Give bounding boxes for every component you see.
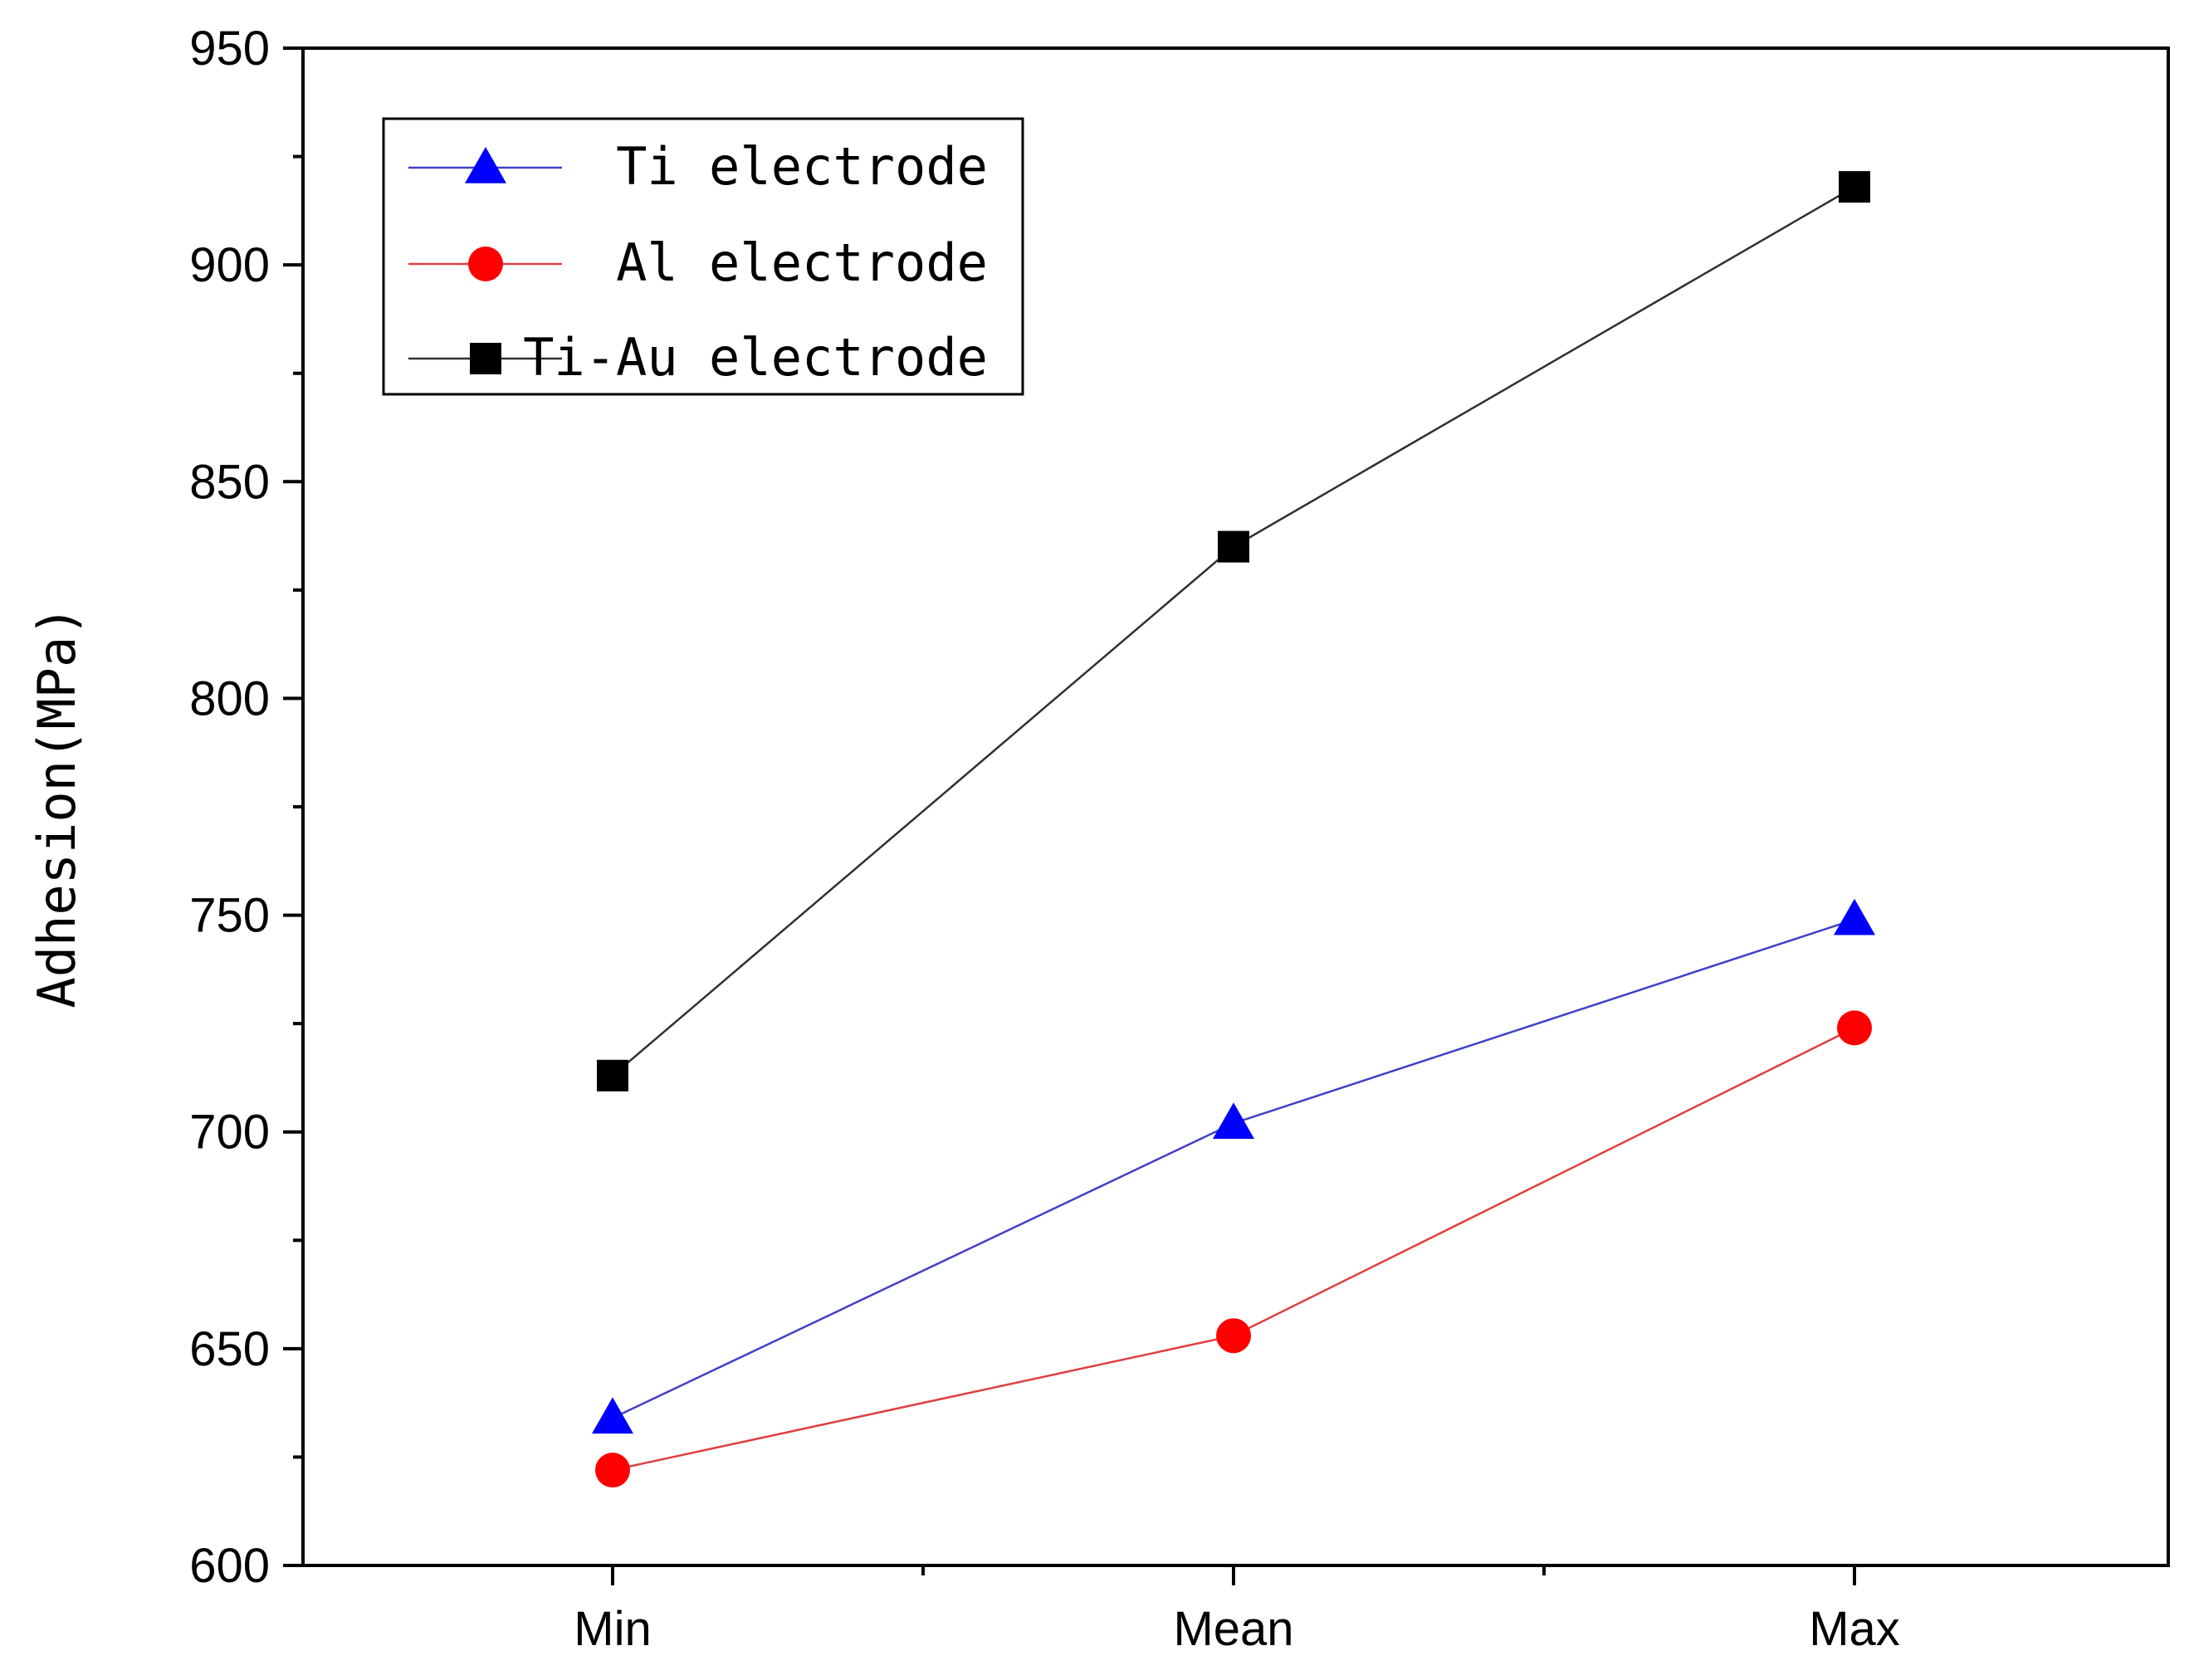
y-axis-title: Adhesion(MPa)	[27, 605, 87, 1008]
x-tick-label: Mean	[1173, 1602, 1293, 1656]
data-point	[595, 1453, 630, 1488]
legend-items: Ti electrode Al electrode Ti-Au electrode	[408, 136, 988, 388]
y-tick-label: 950	[189, 22, 270, 76]
legend-label: Ti-Au electrode	[523, 327, 988, 388]
data-point	[1839, 171, 1870, 203]
data-point	[1216, 1318, 1251, 1354]
y-tick-label: 650	[189, 1322, 270, 1376]
legend-marker	[470, 343, 501, 374]
y-tick-label: 900	[189, 238, 270, 292]
data-point	[1834, 898, 1875, 935]
series-layer	[592, 171, 1875, 1488]
y-tick-label: 700	[189, 1106, 270, 1160]
data-point	[1218, 530, 1249, 563]
y-tick-label: 800	[189, 672, 270, 725]
legend-label: Ti electrode	[616, 136, 988, 197]
y-axis: 600 650 700 750 800 850 900 950	[189, 22, 303, 1593]
y-tick-label: 750	[189, 889, 270, 943]
x-tick-label: Min	[574, 1602, 651, 1656]
y-tick-label: 850	[189, 455, 270, 509]
x-axis: Min Mean Max	[574, 1565, 1900, 1656]
legend: Ti electrode Al electrode Ti-Au electrode	[382, 117, 1024, 396]
data-point	[1213, 1102, 1254, 1140]
legend-marker	[468, 247, 503, 281]
data-point	[1837, 1010, 1872, 1046]
legend-label: Al electrode	[616, 232, 988, 293]
series-line-1	[612, 1027, 1855, 1472]
y-tick-label: 600	[189, 1539, 270, 1593]
data-point	[597, 1059, 628, 1092]
legend-marker	[465, 147, 506, 183]
data-point	[592, 1397, 633, 1434]
x-tick-label: Max	[1809, 1602, 1900, 1656]
